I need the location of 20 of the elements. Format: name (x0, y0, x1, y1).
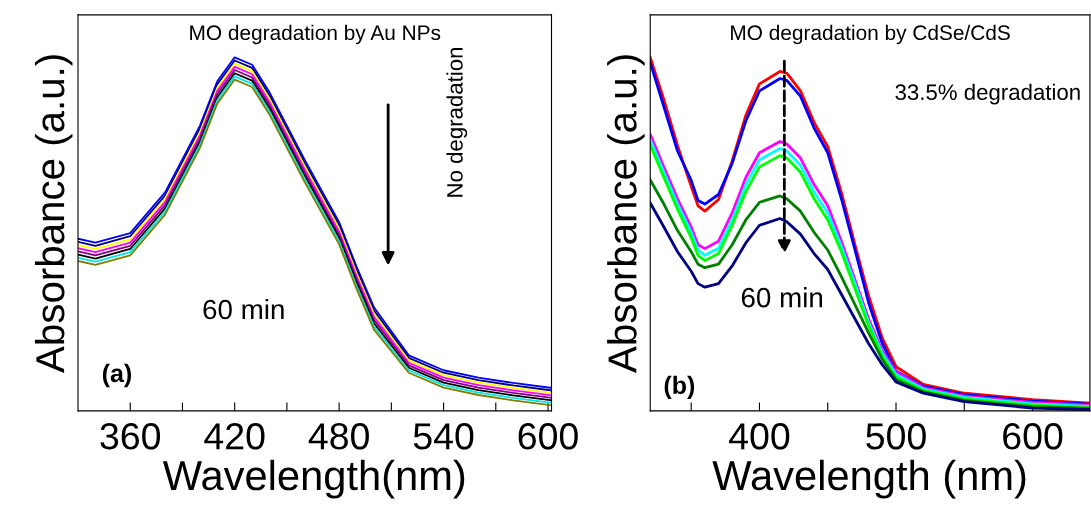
annotation: No degradation (446, 47, 468, 197)
chart-title: MO degradation by Au NPs (190, 24, 441, 45)
annotation: (b) (664, 375, 695, 400)
x-tick-label: 360 (100, 423, 161, 450)
chart-title: MO degradation by CdSe/CdS (731, 24, 1010, 45)
x-tick-label: 400 (729, 423, 790, 450)
x-tick-label: 480 (308, 423, 369, 450)
x-tick-label: 500 (866, 423, 926, 450)
y-axis-title: Absorbance (a.u.) (607, 55, 645, 373)
x-tick-label: 540 (413, 423, 474, 450)
annotation: (a) (102, 363, 131, 388)
y-axis-title: Absorbance (a.u.) (34, 55, 73, 373)
x-tick-label: 600 (518, 423, 578, 450)
annotation: 60 min (741, 287, 823, 308)
x-tick-label: 420 (204, 423, 265, 450)
x-tick-label: 600 (1003, 423, 1063, 450)
x-axis-title: Wavelength (nm) (712, 459, 1026, 499)
x-axis-title: Wavelength(nm) (162, 459, 465, 499)
annotation: 33.5% degradation (895, 83, 1080, 105)
annotation: 60 min (203, 298, 284, 320)
